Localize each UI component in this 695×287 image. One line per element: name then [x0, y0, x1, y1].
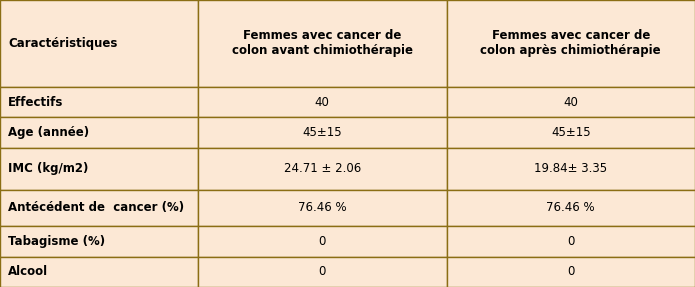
Bar [446, 87, 695, 117]
Text: 0: 0 [567, 235, 575, 248]
Text: 76.46 %: 76.46 % [298, 201, 347, 214]
Text: Caractéristiques: Caractéristiques [8, 37, 117, 50]
Bar [0, 226, 198, 257]
Bar [446, 226, 695, 257]
Bar [198, 117, 446, 148]
Bar [446, 190, 695, 226]
Bar [0, 257, 198, 287]
Text: 40: 40 [564, 96, 578, 109]
Text: 0: 0 [567, 265, 575, 278]
Text: Effectifs: Effectifs [8, 96, 64, 109]
Bar [0, 148, 198, 190]
Text: Femmes avec cancer de
colon après chimiothérapie: Femmes avec cancer de colon après chimio… [480, 30, 661, 57]
Bar [446, 117, 695, 148]
Bar [446, 0, 695, 87]
Bar [0, 87, 198, 117]
Bar [446, 257, 695, 287]
Bar [0, 117, 198, 148]
Text: 76.46 %: 76.46 % [546, 201, 595, 214]
Bar [446, 148, 695, 190]
Bar [198, 148, 446, 190]
Text: Age (année): Age (année) [8, 126, 90, 139]
Text: Alcool: Alcool [8, 265, 49, 278]
Text: 0: 0 [318, 235, 326, 248]
Text: Femmes avec cancer de
colon avant chimiothérapie: Femmes avec cancer de colon avant chimio… [232, 30, 413, 57]
Text: 40: 40 [315, 96, 329, 109]
Bar [198, 257, 446, 287]
Text: 45±15: 45±15 [302, 126, 342, 139]
Bar [198, 87, 446, 117]
Text: Antécédent de  cancer (%): Antécédent de cancer (%) [8, 201, 184, 214]
Text: 19.84± 3.35: 19.84± 3.35 [534, 162, 607, 175]
Bar [0, 0, 198, 87]
Bar [0, 190, 198, 226]
Text: 24.71 ± 2.06: 24.71 ± 2.06 [284, 162, 361, 175]
Text: Tabagisme (%): Tabagisme (%) [8, 235, 106, 248]
Text: 45±15: 45±15 [551, 126, 591, 139]
Text: 0: 0 [318, 265, 326, 278]
Bar [198, 190, 446, 226]
Bar [198, 226, 446, 257]
Text: IMC (kg/m2): IMC (kg/m2) [8, 162, 89, 175]
Bar [198, 0, 446, 87]
